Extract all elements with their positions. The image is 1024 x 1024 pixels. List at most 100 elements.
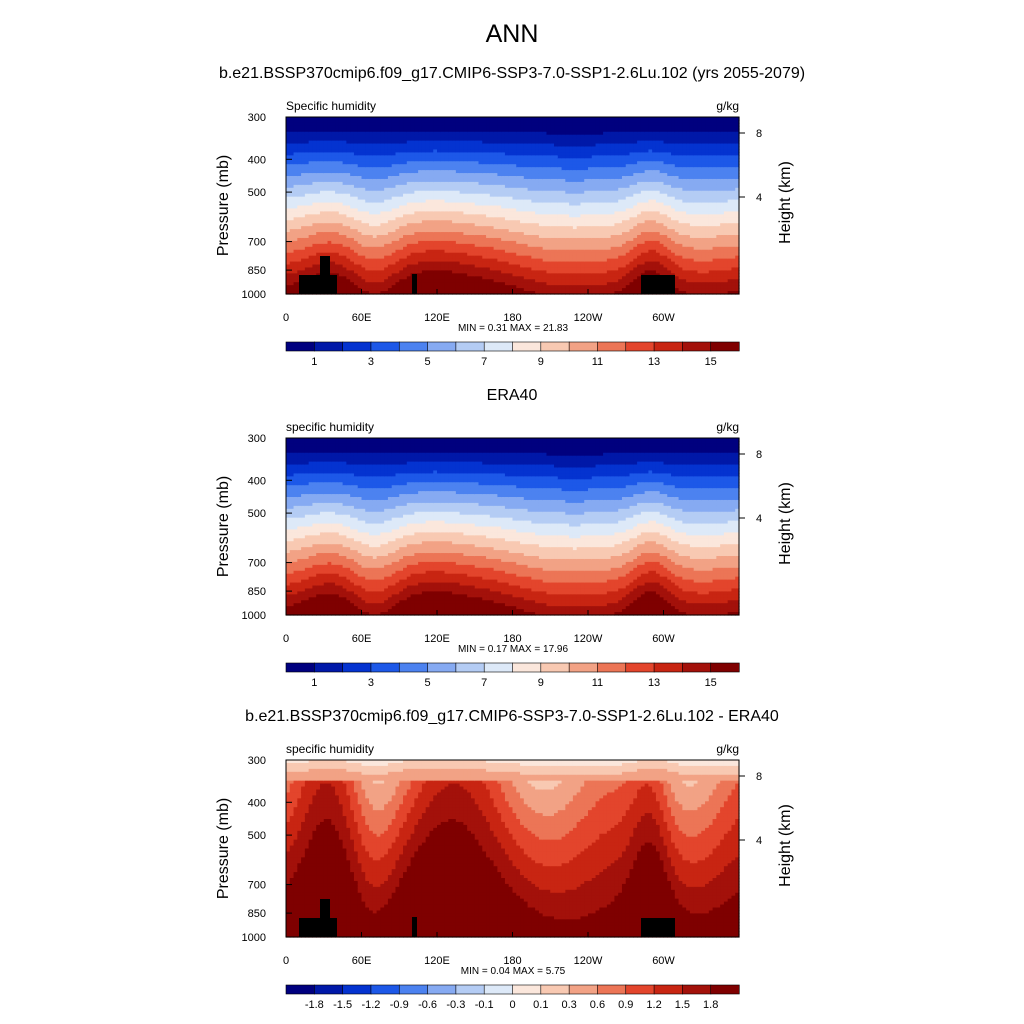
y-tick-label: 300 (248, 433, 266, 445)
colorbar: 1 3 5 7 9 11 13 15 (286, 342, 739, 368)
y2-axis-title: Height (km) (777, 804, 794, 887)
colorbar-swatch (484, 985, 513, 994)
x-tick-label: 120E (424, 955, 450, 967)
colorbar-label: 1.2 (646, 999, 661, 1011)
colorbar-label: -0.9 (390, 999, 409, 1011)
colorbar-swatch (484, 342, 513, 351)
colorbar-swatch (428, 985, 457, 994)
colorbar-swatch (314, 663, 343, 672)
y-tick-label: 500 (248, 830, 266, 842)
colorbar-label: 7 (481, 356, 487, 368)
colorbar-label: 3 (368, 677, 374, 689)
y-tick-label: 300 (248, 112, 266, 124)
x-tick-label: 60E (352, 955, 372, 967)
colorbar-label: -0.1 (475, 999, 494, 1011)
colorbar-label: 15 (705, 677, 717, 689)
colorbar-swatch (428, 342, 457, 351)
colorbar-swatch (428, 663, 457, 672)
colorbar-swatch (541, 342, 570, 351)
panel-right-label: g/kg (716, 742, 739, 756)
colorbar-swatch (456, 663, 485, 672)
contour-field (286, 760, 740, 938)
colorbar-swatch (371, 342, 400, 351)
colorbar-label: 1 (311, 356, 317, 368)
y2-axis-title: Height (km) (777, 161, 794, 244)
contour-panel-3: specific humidity g/kg3004005007008501000… (215, 742, 794, 1011)
colorbar-label: 5 (425, 677, 431, 689)
colorbar-label: 11 (592, 677, 603, 689)
y-tick-label: 1000 (242, 289, 266, 301)
colorbar-label: -1.8 (305, 999, 324, 1011)
colorbar-swatch (371, 985, 400, 994)
contour-panel-2: specific humidity g/kg3004005007008501000… (215, 420, 794, 689)
y-tick-label: 700 (248, 880, 266, 892)
colorbar-swatch (399, 663, 428, 672)
min-max-stats: MIN = 0.31 MAX = 21.83 (458, 323, 568, 334)
x-tick-label: 60W (652, 312, 675, 324)
colorbar-label: 0.9 (618, 999, 633, 1011)
colorbar-swatch (682, 342, 711, 351)
x-tick-label: 120W (574, 633, 603, 645)
y2-tick-label: 8 (756, 128, 762, 140)
colorbar-swatch (711, 663, 740, 672)
y-tick-label: 400 (248, 475, 266, 487)
colorbar-label: 13 (648, 677, 660, 689)
colorbar-swatch (399, 342, 428, 351)
y-tick-label: 850 (248, 586, 266, 598)
y-tick-label: 700 (248, 558, 266, 570)
x-tick-label: 120W (574, 312, 603, 324)
colorbar: -1.8 -1.5 -1.2 -0.9 -0.6 -0.3 -0.1 0 0.1 0.3 0.6 0.… (286, 985, 739, 1011)
terrain-mask (641, 918, 675, 937)
x-tick-label: 120E (424, 312, 450, 324)
colorbar-swatch (626, 985, 655, 994)
panel-right-label: g/kg (716, 420, 739, 434)
y-axis-title: Pressure (mb) (215, 155, 232, 256)
colorbar-swatch (682, 663, 711, 672)
y-axis-title: Pressure (mb) (215, 798, 232, 899)
colorbar-swatch (682, 985, 711, 994)
colorbar-swatch (569, 985, 598, 994)
colorbar-swatch (654, 663, 683, 672)
colorbar-swatch (597, 342, 626, 351)
colorbar-swatch (626, 342, 655, 351)
y-tick-label: 850 (248, 265, 266, 277)
colorbar-swatch (286, 985, 315, 994)
y-tick-label: 400 (248, 797, 266, 809)
colorbar-swatch (343, 342, 372, 351)
colorbar-swatch (597, 663, 626, 672)
y-tick-label: 700 (248, 237, 266, 249)
colorbar-label: 0.1 (533, 999, 548, 1011)
y2-axis-title: Height (km) (777, 482, 794, 565)
terrain-mask (320, 256, 330, 294)
y2-tick-label: 4 (756, 835, 762, 847)
colorbar-swatch (711, 342, 740, 351)
colorbar-swatch (399, 985, 428, 994)
colorbar-swatch (711, 985, 740, 994)
colorbar-label: 1.8 (703, 999, 718, 1011)
figure-canvas: ANN b.e21.BSSP370cmip6.f09_g17.CMIP6-SSP… (0, 0, 1024, 1024)
panel-left-label: Specific humidity (286, 99, 376, 113)
x-tick-label: 60W (652, 955, 675, 967)
contour-panel-1: Specific humidity g/kg3004005007008501000… (215, 99, 794, 368)
colorbar-label: 1 (311, 677, 317, 689)
y2-tick-label: 4 (756, 192, 762, 204)
x-tick-label: 60E (352, 633, 372, 645)
terrain-mask (412, 274, 417, 294)
y-tick-label: 1000 (242, 932, 266, 944)
colorbar-label: -0.3 (446, 999, 465, 1011)
contour-field (286, 117, 740, 295)
colorbar-swatch (513, 663, 542, 672)
terrain-mask (299, 918, 337, 937)
min-max-stats: MIN = 0.17 MAX = 17.96 (458, 644, 568, 655)
colorbar-label: 0.3 (561, 999, 576, 1011)
colorbar-swatch (371, 663, 400, 672)
colorbar-label: 0.6 (590, 999, 605, 1011)
colorbar-label: -0.6 (418, 999, 437, 1011)
terrain-mask (320, 899, 330, 937)
colorbar: 1 3 5 7 9 11 13 15 (286, 663, 739, 689)
colorbar-swatch (456, 342, 485, 351)
terrain-mask (299, 275, 337, 294)
colorbar-label: 11 (592, 356, 603, 368)
colorbar-swatch (484, 663, 513, 672)
colorbar-swatch (626, 663, 655, 672)
